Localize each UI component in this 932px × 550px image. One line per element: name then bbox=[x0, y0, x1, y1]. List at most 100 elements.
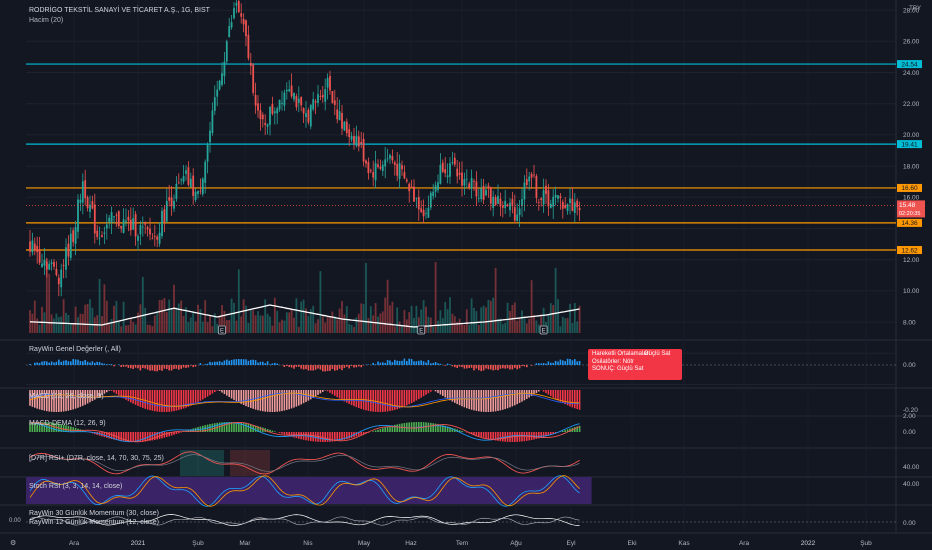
volume-bar bbox=[295, 298, 298, 333]
macd-dema-bar bbox=[482, 432, 485, 438]
candle-body bbox=[120, 225, 123, 229]
volume-bar bbox=[360, 303, 363, 333]
raywin-bar bbox=[77, 359, 79, 365]
macd-pane-label: MACD (12, 26, close, 9) bbox=[29, 393, 104, 400]
level-price-tag bbox=[897, 246, 922, 255]
macd-histogram-bar bbox=[490, 390, 492, 412]
macd-histogram-bar bbox=[446, 390, 449, 399]
macd-dema-bar bbox=[334, 432, 336, 442]
macd-histogram-bar bbox=[485, 390, 487, 412]
volume-bar bbox=[449, 297, 451, 333]
macd-histogram-bar bbox=[242, 390, 245, 405]
volume-bar bbox=[425, 306, 427, 333]
candle-body bbox=[216, 89, 219, 97]
macd-dema-bar bbox=[130, 432, 132, 442]
macd-histogram-bar bbox=[238, 390, 240, 403]
candle-body bbox=[257, 103, 259, 111]
macd-dema-bar bbox=[514, 432, 516, 442]
candle-body bbox=[221, 73, 223, 85]
raywin-bar bbox=[490, 365, 492, 370]
macd-histogram-bar bbox=[122, 390, 125, 399]
candle-body bbox=[249, 62, 252, 66]
volume-bar bbox=[216, 323, 219, 333]
macd-dema-bar bbox=[137, 432, 139, 442]
candle-body bbox=[129, 219, 132, 231]
volume-bar bbox=[410, 305, 413, 333]
raywin-bar bbox=[230, 359, 233, 365]
raywin-bar bbox=[403, 358, 406, 365]
raywin-bar bbox=[374, 364, 377, 365]
volume-bar bbox=[369, 306, 372, 333]
macd-histogram-bar bbox=[254, 390, 257, 410]
volume-bar bbox=[127, 325, 130, 333]
macd-histogram-bar bbox=[250, 390, 252, 408]
macd-dema-bar bbox=[564, 430, 566, 432]
macd-dema-bar bbox=[348, 432, 350, 439]
candle-body bbox=[307, 109, 310, 123]
volume-bar bbox=[168, 299, 171, 333]
macd-dema-bar bbox=[106, 432, 108, 438]
volume-bar bbox=[117, 321, 120, 333]
raywin-bar bbox=[96, 361, 98, 365]
raywin-bar bbox=[46, 361, 48, 365]
candle-body bbox=[333, 100, 336, 105]
time-tick-label: Ara bbox=[69, 540, 80, 547]
volume-bar bbox=[129, 318, 132, 333]
macd-histogram-bar bbox=[245, 390, 247, 407]
macd-dema-bar bbox=[218, 422, 221, 432]
macd-dema-bar bbox=[492, 432, 494, 441]
macd-dema-bar bbox=[470, 432, 473, 435]
volume-bar bbox=[89, 299, 91, 333]
macd-histogram-bar bbox=[298, 390, 300, 406]
candle-body bbox=[297, 98, 300, 103]
volume-bar bbox=[331, 311, 334, 333]
candle-body bbox=[408, 183, 411, 192]
macd-histogram-bar bbox=[175, 390, 178, 411]
volume-bar bbox=[149, 324, 151, 333]
macd-dema-bar bbox=[286, 432, 288, 436]
macd-dema-bar bbox=[257, 426, 259, 432]
price-tick-label: 26.00 bbox=[903, 39, 920, 46]
earnings-marker-label: E bbox=[542, 329, 546, 335]
volume-bar bbox=[98, 278, 101, 333]
macd-histogram-bar bbox=[113, 390, 115, 393]
candle-body bbox=[569, 198, 571, 204]
price-tick-label: 28.00 bbox=[903, 7, 920, 14]
macd-histogram-bar bbox=[110, 390, 113, 391]
volume-bar bbox=[465, 309, 468, 333]
raywin-bar bbox=[106, 364, 108, 365]
macd-histogram-bar bbox=[533, 390, 535, 395]
macd-dema-bar bbox=[134, 432, 137, 442]
candle-body bbox=[542, 190, 545, 205]
macd-dema-bar bbox=[377, 429, 379, 432]
candle-body bbox=[264, 122, 267, 125]
macd-histogram-bar bbox=[158, 390, 161, 412]
raywin-bar bbox=[550, 362, 552, 365]
macd-histogram-bar bbox=[137, 390, 139, 406]
raywin-bar bbox=[406, 361, 408, 365]
volume-bar bbox=[401, 326, 403, 333]
macd-dema-bar bbox=[70, 426, 72, 432]
macd-histogram-bar bbox=[439, 390, 442, 395]
raywin-bar bbox=[310, 365, 312, 371]
volume-bar bbox=[151, 326, 154, 333]
volume-bar bbox=[477, 325, 480, 333]
macd-histogram-bar bbox=[202, 390, 204, 400]
macd-histogram-bar bbox=[562, 390, 564, 403]
raywin-bar bbox=[146, 365, 149, 370]
price-tick-label: 18.00 bbox=[903, 163, 920, 170]
raywin-bar bbox=[571, 360, 574, 365]
macd-dema-bar bbox=[569, 428, 571, 432]
macd-histogram-bar bbox=[552, 390, 554, 398]
volume-bar bbox=[302, 299, 305, 333]
candle-body bbox=[233, 8, 235, 19]
macd-histogram-bar bbox=[468, 390, 470, 410]
macd-dema-bar bbox=[132, 432, 134, 442]
macd-dema-bar bbox=[415, 422, 418, 432]
macd-dema-bar bbox=[449, 427, 451, 432]
candle-body bbox=[295, 96, 298, 108]
volume-bar bbox=[125, 325, 127, 333]
momentum-axis-label: 0.00 bbox=[903, 520, 916, 527]
raywin-bar bbox=[110, 364, 113, 365]
